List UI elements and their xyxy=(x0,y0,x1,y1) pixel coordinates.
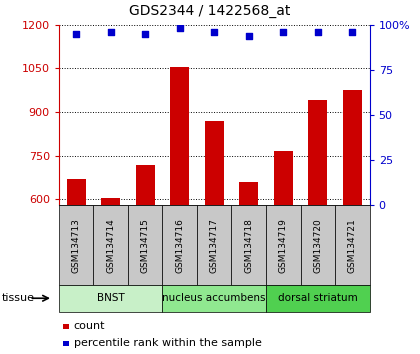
Text: GSM134717: GSM134717 xyxy=(210,218,219,273)
Point xyxy=(280,29,286,35)
Text: tissue: tissue xyxy=(2,293,35,303)
Bar xyxy=(136,165,155,205)
Bar xyxy=(170,67,189,205)
Text: GSM134718: GSM134718 xyxy=(244,218,253,273)
Text: GSM134715: GSM134715 xyxy=(141,218,150,273)
Point xyxy=(245,33,252,39)
Text: nucleus accumbens: nucleus accumbens xyxy=(163,293,266,303)
Point xyxy=(73,31,79,37)
Text: GSM134720: GSM134720 xyxy=(313,218,322,273)
Text: GSM134716: GSM134716 xyxy=(175,218,184,273)
Bar xyxy=(274,152,293,205)
Bar xyxy=(101,198,120,205)
Point xyxy=(142,31,149,37)
Bar xyxy=(66,179,86,205)
Text: percentile rank within the sample: percentile rank within the sample xyxy=(74,338,261,348)
Point xyxy=(211,29,218,35)
Text: BNST: BNST xyxy=(97,293,124,303)
Text: GSM134713: GSM134713 xyxy=(71,218,81,273)
Bar xyxy=(239,182,258,205)
Text: GSM134719: GSM134719 xyxy=(279,218,288,273)
Bar xyxy=(308,101,327,205)
Text: GDS2344 / 1422568_at: GDS2344 / 1422568_at xyxy=(129,4,291,18)
Point xyxy=(107,29,114,35)
Point xyxy=(349,29,356,35)
Text: count: count xyxy=(74,321,105,331)
Text: GSM134714: GSM134714 xyxy=(106,218,115,273)
Bar xyxy=(343,90,362,205)
Point xyxy=(315,29,321,35)
Bar xyxy=(205,121,224,205)
Text: dorsal striatum: dorsal striatum xyxy=(278,293,358,303)
Text: GSM134721: GSM134721 xyxy=(348,218,357,273)
Point xyxy=(176,25,183,31)
